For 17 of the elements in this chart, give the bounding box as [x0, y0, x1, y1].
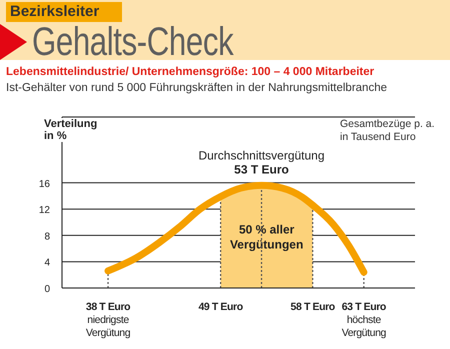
x-tick-label: 49 T Euro [198, 301, 243, 313]
x-tick-label: 63 T Euro höchste Vergütung [342, 301, 387, 339]
ref-line-label: Durchschnittsvergütung 53 T Euro [198, 148, 325, 176]
x-tick-label: 38 T Euro niedrigste Vergütung [86, 301, 131, 339]
x-axis-title: Gesamtbezüge p. a. in Tausend Euro [340, 118, 435, 144]
y-axis-title: Verteilung in % [44, 118, 98, 142]
y-tick-label: 4 [44, 258, 50, 269]
y-tick-label: 0 [44, 284, 50, 295]
y-tick-label: 12 [38, 205, 50, 216]
text: Ist-Gehälter von rund 5 000 Führungskräften in der Nahrungsmittelbranche [6, 82, 387, 94]
chart-title: Gehalts-Check [32, 20, 234, 65]
band-label: 50 % aller Vergütungen [230, 222, 304, 252]
chart-subtitle: Lebensmittelindustrie/ Unternehmensgröße: 100 – 4 000 Mitarbeiter [6, 66, 374, 78]
y-tick-label: 8 [44, 231, 50, 242]
y-tick-label: 16 [38, 178, 50, 190]
x-tick-label: 58 T Euro [290, 301, 335, 313]
text: Bezirksleiter [6, 2, 122, 22]
